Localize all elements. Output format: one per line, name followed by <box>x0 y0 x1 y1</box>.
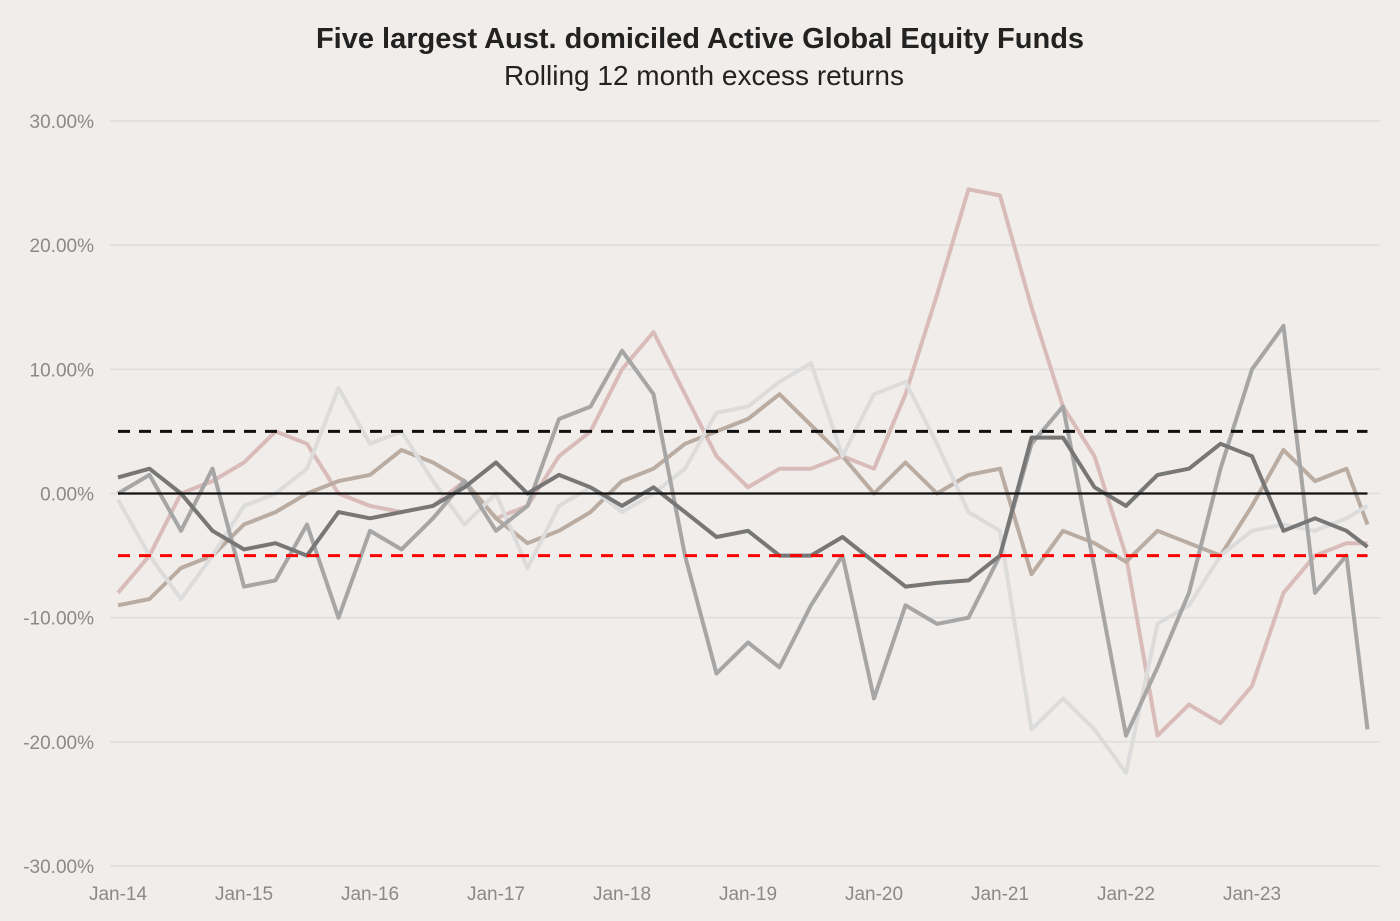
series-line-3 <box>116 361 1369 775</box>
series-line-2 <box>117 392 1370 608</box>
series-line-5 <box>117 435 1369 589</box>
y-tick-label: -10.00% <box>23 609 94 630</box>
x-tick-label: Jan-20 <box>845 884 903 905</box>
y-axis: 30.00% 20.00% 10.00% 0.00% -10.00% -20.00% -30… <box>23 112 94 878</box>
reference-lines <box>118 429 1368 558</box>
x-tick-label: Jan-15 <box>215 884 273 905</box>
series-line-4 <box>116 323 1370 738</box>
x-tick-label: Jan-23 <box>1223 884 1281 905</box>
x-axis: Jan-14 Jan-15 Jan-16 Jan-17 Jan-18 Jan-19 Jan-… <box>89 884 1281 905</box>
y-tick-label: 20.00% <box>30 236 95 257</box>
y-tick-label: 0.00% <box>40 485 94 506</box>
x-tick-label: Jan-16 <box>341 884 399 905</box>
x-tick-label: Jan-18 <box>593 884 651 905</box>
x-tick-label: Jan-22 <box>1097 884 1155 905</box>
y-tick-label: 30.00% <box>30 112 95 133</box>
x-tick-label: Jan-17 <box>467 884 525 905</box>
series-group <box>116 187 1370 775</box>
y-tick-label: -20.00% <box>23 733 94 754</box>
y-tick-label: -30.00% <box>23 857 94 878</box>
chart-subtitle: Rolling 12 month excess returns <box>504 60 904 91</box>
x-tick-label: Jan-14 <box>89 884 148 905</box>
chart-title: Five largest Aust. domiciled Active Glob… <box>316 23 1084 55</box>
y-tick-label: 10.00% <box>30 360 95 381</box>
series-line-1 <box>116 187 1368 738</box>
x-tick-label: Jan-19 <box>719 884 777 905</box>
x-tick-label: Jan-21 <box>971 884 1029 905</box>
